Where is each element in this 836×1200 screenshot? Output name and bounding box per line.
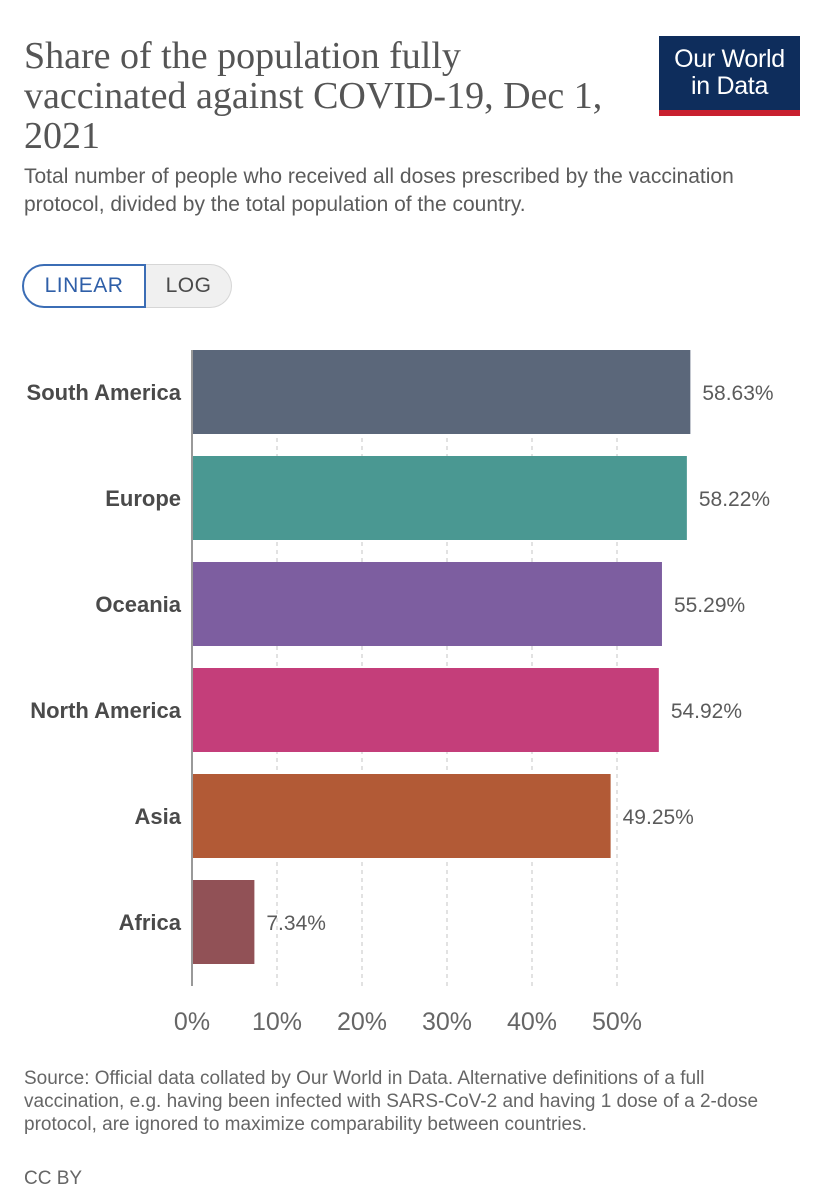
value-label: 54.92%: [671, 700, 742, 723]
bar-europe[interactable]: [192, 456, 687, 540]
logo-line-2: in Data: [690, 72, 769, 100]
license-label: CC BY: [24, 1168, 83, 1189]
bar-africa[interactable]: [192, 880, 255, 964]
owid-logo[interactable]: Our World in Data: [659, 36, 800, 116]
value-label: 55.29%: [674, 594, 745, 617]
scale-toggle: LINEAR LOG: [22, 264, 232, 308]
category-label: Africa: [119, 910, 182, 935]
log-scale-button[interactable]: LOG: [146, 264, 232, 308]
bar-north-america[interactable]: [192, 668, 659, 752]
value-label: 58.22%: [699, 488, 770, 511]
bar-south-america[interactable]: [192, 350, 691, 434]
x-tick-label: 10%: [252, 1008, 302, 1036]
linear-scale-button[interactable]: LINEAR: [22, 264, 146, 308]
value-label: 7.34%: [266, 912, 326, 935]
bar-chart: South America 58.63% Europe 58.22% Oceania 55…: [27, 350, 774, 1036]
source-note: Source: Official data collated by Our Wo…: [24, 1068, 759, 1135]
category-label: North America: [30, 698, 182, 723]
category-label: South America: [27, 380, 182, 405]
bar-asia[interactable]: [192, 774, 611, 858]
x-tick-label: 0%: [174, 1008, 210, 1036]
value-label: 58.63%: [702, 382, 773, 405]
chart-title: Share of the population fully vaccinated…: [24, 35, 603, 157]
x-tick-label: 40%: [507, 1008, 557, 1036]
bar-oceania[interactable]: [192, 562, 662, 646]
x-tick-label: 20%: [337, 1008, 387, 1036]
x-tick-label: 30%: [422, 1008, 472, 1036]
logo-line-1: Our World: [674, 45, 785, 73]
chart-subtitle: Total number of people who received all …: [24, 165, 734, 216]
x-tick-label: 50%: [592, 1008, 642, 1036]
category-label: Europe: [105, 486, 181, 511]
category-label: Oceania: [95, 592, 181, 617]
category-label: Asia: [135, 804, 182, 829]
value-label: 49.25%: [623, 806, 694, 829]
